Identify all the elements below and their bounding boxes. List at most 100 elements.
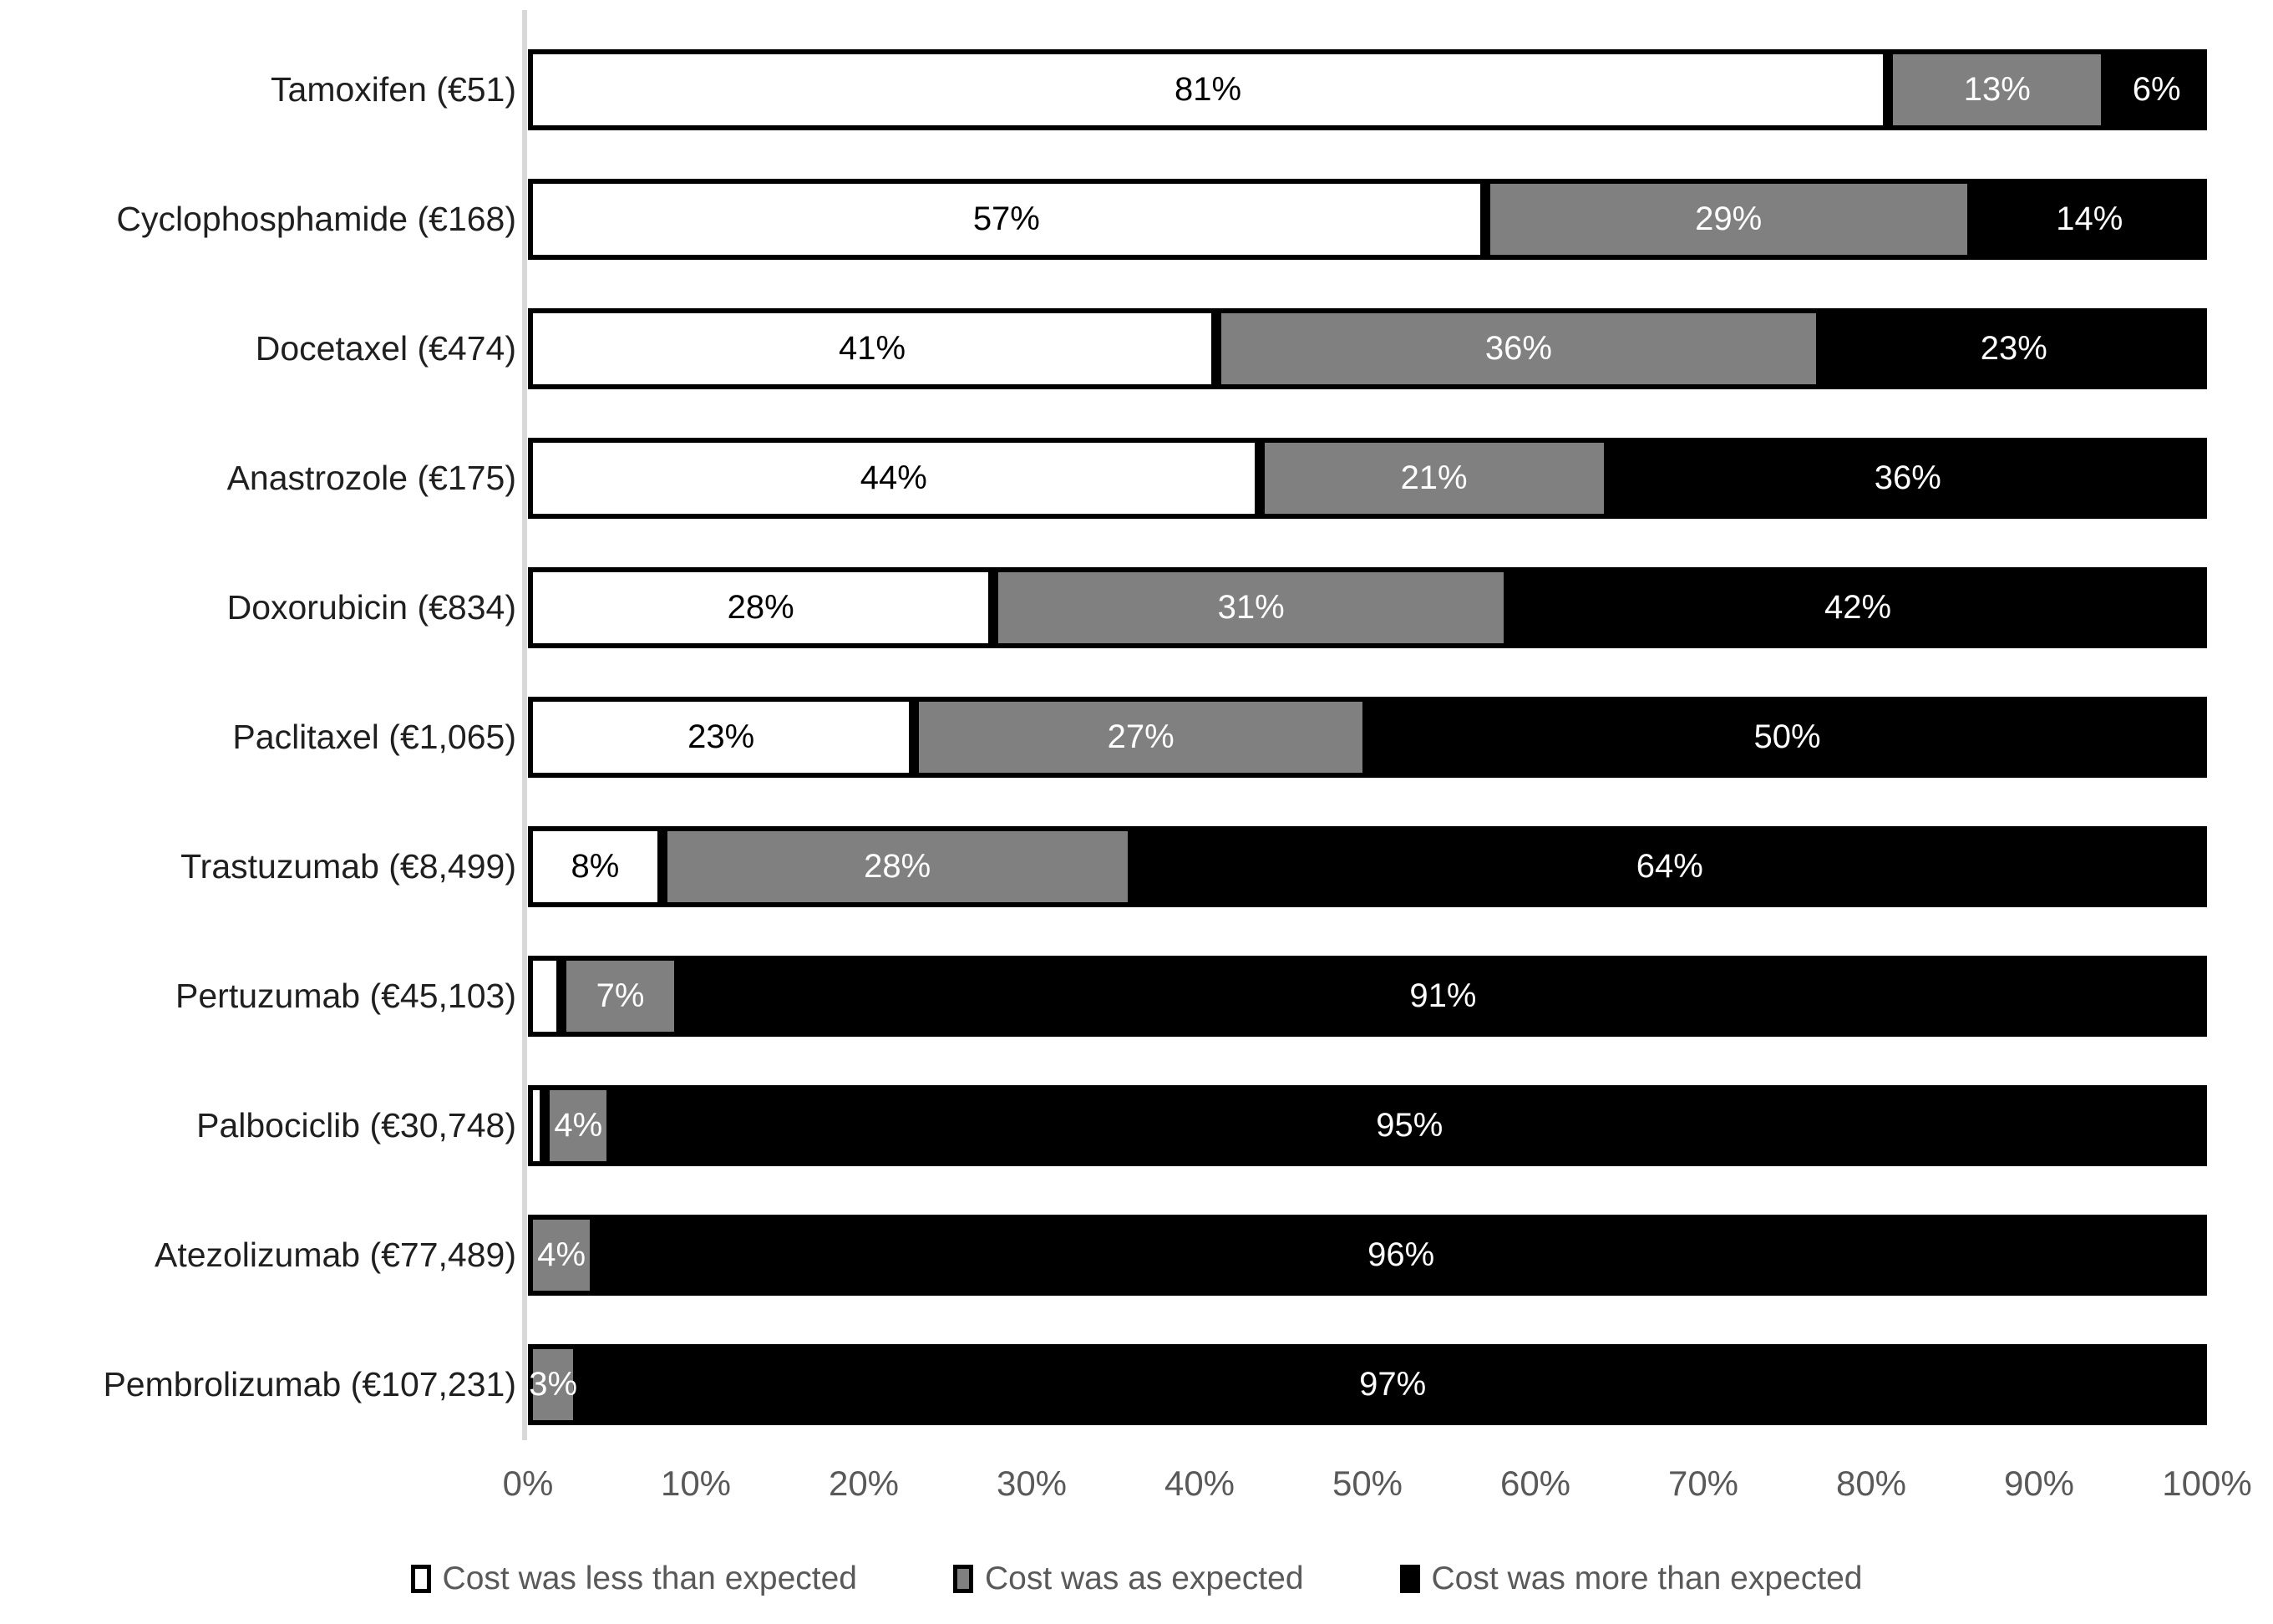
bar-segment: 57% bbox=[528, 179, 1485, 260]
bar-segment: 31% bbox=[993, 567, 1509, 648]
category-label: Paclitaxel (€1,065) bbox=[232, 718, 516, 756]
category-label: Atezolizumab (€77,489) bbox=[154, 1236, 516, 1274]
bar-row: Cyclophosphamide (€168) 57% 29% 14% bbox=[0, 155, 2273, 284]
x-axis-tick-label: 20% bbox=[828, 1464, 900, 1503]
bar-segment: 81% bbox=[528, 49, 1889, 130]
x-axis-tick-label: 10% bbox=[660, 1464, 732, 1503]
bar-row: Trastuzumab (€8,499) 8% 28% 64% bbox=[0, 802, 2273, 931]
bar-segment: 97% bbox=[578, 1344, 2207, 1425]
y-axis-line bbox=[522, 10, 527, 1440]
bar-segment: 6% bbox=[2106, 49, 2207, 130]
bar-row: Pertuzumab (€45,103) 7% 91% bbox=[0, 931, 2273, 1061]
bar-segment: 14% bbox=[1971, 179, 2207, 260]
bar-row: Anastrozole (€175) 44% 21% 36% bbox=[0, 414, 2273, 543]
bar-track: 81% 13% 6% bbox=[528, 49, 2207, 130]
category-label: Trastuzumab (€8,499) bbox=[180, 847, 516, 886]
stacked-bar: 81% 13% 6% bbox=[528, 49, 2207, 130]
bar-row: Pembrolizumab (€107,231) 3% 97% bbox=[0, 1320, 2273, 1449]
bar-segment: 3% bbox=[528, 1344, 579, 1425]
bar-track: 28% 31% 42% bbox=[528, 567, 2207, 648]
bar-segment: 41% bbox=[528, 308, 1217, 389]
category-label: Anastrozole (€175) bbox=[226, 459, 516, 497]
x-axis-tick-label: 90% bbox=[2003, 1464, 2075, 1503]
category-label: Cyclophosphamide (€168) bbox=[116, 200, 516, 238]
stacked-bar: 57% 29% 14% bbox=[528, 179, 2207, 260]
bar-track: 4% 95% bbox=[528, 1085, 2207, 1166]
category-label: Docetaxel (€474) bbox=[255, 329, 516, 368]
bar-segment: 44% bbox=[528, 438, 1260, 519]
x-axis-tick-label: 60% bbox=[1499, 1464, 1571, 1503]
bar-segment: 28% bbox=[662, 826, 1133, 907]
stacked-bar: 3% 97% bbox=[528, 1344, 2207, 1425]
bar-track: 3% 97% bbox=[528, 1344, 2207, 1425]
bar-segment bbox=[528, 956, 562, 1037]
bar-segment: 13% bbox=[1888, 49, 2107, 130]
bar-track: 7% 91% bbox=[528, 956, 2207, 1037]
legend: Cost was less than expected Cost was as … bbox=[0, 1561, 2273, 1597]
bar-row: Doxorubicin (€834) 28% 31% 42% bbox=[0, 543, 2273, 672]
x-axis-tick-label: 80% bbox=[1835, 1464, 1907, 1503]
x-axis-tick-label: 50% bbox=[1332, 1464, 1403, 1503]
bar-row: Paclitaxel (€1,065) 23% 27% 50% bbox=[0, 672, 2273, 802]
category-label: Doxorubicin (€834) bbox=[226, 588, 516, 627]
legend-entry-more-than-expected: Cost was more than expected bbox=[1399, 1561, 1863, 1597]
x-axis-tick-label: 40% bbox=[1164, 1464, 1235, 1503]
bar-row: Palbociclib (€30,748) 4% 95% bbox=[0, 1061, 2273, 1190]
stacked-bar: 4% 95% bbox=[528, 1085, 2207, 1166]
bar-segment: 27% bbox=[914, 697, 1367, 778]
legend-label: Cost was more than expected bbox=[1431, 1561, 1863, 1596]
category-label: Palbociclib (€30,748) bbox=[196, 1106, 516, 1144]
bar-segment: 28% bbox=[528, 567, 994, 648]
legend-entry-less-than-expected: Cost was less than expected bbox=[410, 1561, 857, 1597]
bar-segment: 21% bbox=[1259, 438, 1609, 519]
bar-segment: 91% bbox=[678, 956, 2207, 1037]
bar-segment: 96% bbox=[595, 1215, 2207, 1296]
bar-segment: 95% bbox=[611, 1085, 2207, 1166]
stacked-bar: 41% 36% 23% bbox=[528, 308, 2207, 389]
bar-track: 44% 21% 36% bbox=[528, 438, 2207, 519]
bar-segment: 4% bbox=[545, 1085, 612, 1166]
bar-segment: 23% bbox=[1820, 308, 2207, 389]
x-axis: 0% 10% 20% 30% 40% 50% 60% 70% 80% 90% 100% bbox=[503, 1464, 2252, 1514]
stacked-bar: 7% 91% bbox=[528, 956, 2207, 1037]
x-axis-tick-label: 100% bbox=[2162, 1464, 2252, 1503]
legend-label: Cost was less than expected bbox=[442, 1561, 857, 1596]
bar-track: 57% 29% 14% bbox=[528, 179, 2207, 260]
bar-track: 8% 28% 64% bbox=[528, 826, 2207, 907]
bar-track: 41% 36% 23% bbox=[528, 308, 2207, 389]
bar-segment: 42% bbox=[1509, 567, 2207, 648]
category-label: Pertuzumab (€45,103) bbox=[175, 977, 516, 1015]
bar-segment: 50% bbox=[1367, 697, 2207, 778]
stacked-bar: 4% 96% bbox=[528, 1215, 2207, 1296]
stacked-bar: 44% 21% 36% bbox=[528, 438, 2207, 519]
stacked-bar: 23% 27% 50% bbox=[528, 697, 2207, 778]
x-axis-tick-label: 70% bbox=[1667, 1464, 1739, 1503]
bar-row: Atezolizumab (€77,489) 4% 96% bbox=[0, 1190, 2273, 1320]
bar-segment: 36% bbox=[1216, 308, 1821, 389]
legend-marker-white-icon bbox=[410, 1565, 431, 1593]
bar-segment: 29% bbox=[1484, 179, 1972, 260]
category-label: Tamoxifen (€51) bbox=[271, 70, 516, 109]
bar-row: Tamoxifen (€51) 81% 13% 6% bbox=[0, 25, 2273, 155]
bar-segment bbox=[528, 1085, 545, 1166]
bar-segment: 4% bbox=[528, 1215, 596, 1296]
bars-container: Tamoxifen (€51) 81% 13% 6% Cyclophosphamide … bbox=[0, 25, 2273, 1449]
bar-row: Docetaxel (€474) 41% 36% 23% bbox=[0, 284, 2273, 414]
bar-track: 23% 27% 50% bbox=[528, 697, 2207, 778]
bar-track: 4% 96% bbox=[528, 1215, 2207, 1296]
stacked-bar: 28% 31% 42% bbox=[528, 567, 2207, 648]
bar-segment: 7% bbox=[561, 956, 679, 1037]
legend-label: Cost was as expected bbox=[984, 1561, 1304, 1596]
bar-segment: 8% bbox=[528, 826, 662, 907]
category-label: Pembrolizumab (€107,231) bbox=[103, 1365, 516, 1403]
x-axis-tick-label: 0% bbox=[502, 1464, 554, 1503]
bar-segment: 23% bbox=[528, 697, 915, 778]
bar-segment: 64% bbox=[1132, 826, 2207, 907]
bar-segment: 36% bbox=[1608, 438, 2207, 519]
stacked-bar: 8% 28% 64% bbox=[528, 826, 2207, 907]
x-axis-tick-label: 30% bbox=[996, 1464, 1068, 1503]
legend-marker-gray-icon bbox=[952, 1565, 973, 1593]
legend-entry-as-expected: Cost was as expected bbox=[952, 1561, 1304, 1597]
legend-marker-black-icon bbox=[1399, 1565, 1420, 1593]
